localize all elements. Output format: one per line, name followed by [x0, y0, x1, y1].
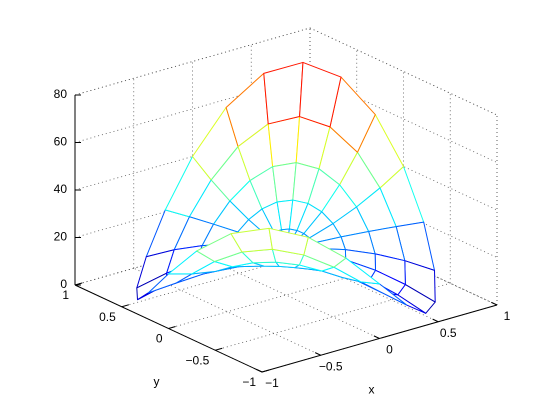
y-tick-label: −0.5 [186, 353, 210, 367]
x-tick [491, 301, 498, 306]
x-axis-label: x [369, 383, 375, 397]
x-tick [432, 318, 439, 323]
z-tick-label: 40 [54, 182, 68, 196]
x-tick-label: 1 [504, 309, 511, 323]
z-tick-label: 60 [54, 135, 68, 149]
y-tick [261, 369, 270, 373]
x-tick [256, 368, 263, 373]
y-axis-label: y [154, 375, 160, 389]
grid-line [74, 27, 311, 96]
y-tick-label: −1 [242, 375, 256, 389]
grid-line [74, 217, 311, 286]
x-tick-label: −1 [265, 376, 279, 390]
grid-line [121, 239, 357, 308]
z-tick-label: 20 [54, 230, 68, 244]
y-tick-label: 1 [62, 288, 69, 302]
y-tick-label: 0 [156, 332, 163, 346]
y-tick [168, 326, 176, 329]
z-tick-label: 0 [60, 277, 67, 291]
mesh-cell [268, 227, 309, 256]
grid-line [168, 261, 404, 329]
y-tick [215, 347, 223, 351]
y-tick [121, 304, 129, 308]
z-tick-label: 80 [54, 87, 68, 101]
mesh-cell [263, 61, 304, 125]
x-tick [314, 352, 321, 356]
y-tick-label: 0.5 [99, 310, 116, 324]
grid-line [74, 122, 311, 191]
x-tick-label: −0.5 [319, 359, 343, 373]
grid-line [74, 170, 311, 238]
x-tick-label: 0.5 [440, 326, 457, 340]
x-tick-label: 0 [386, 343, 393, 357]
mesh-cell [267, 116, 301, 168]
grid-line [74, 75, 311, 143]
x-tick [373, 335, 380, 339]
mesh-cell [299, 61, 342, 128]
grid-line [215, 282, 451, 351]
